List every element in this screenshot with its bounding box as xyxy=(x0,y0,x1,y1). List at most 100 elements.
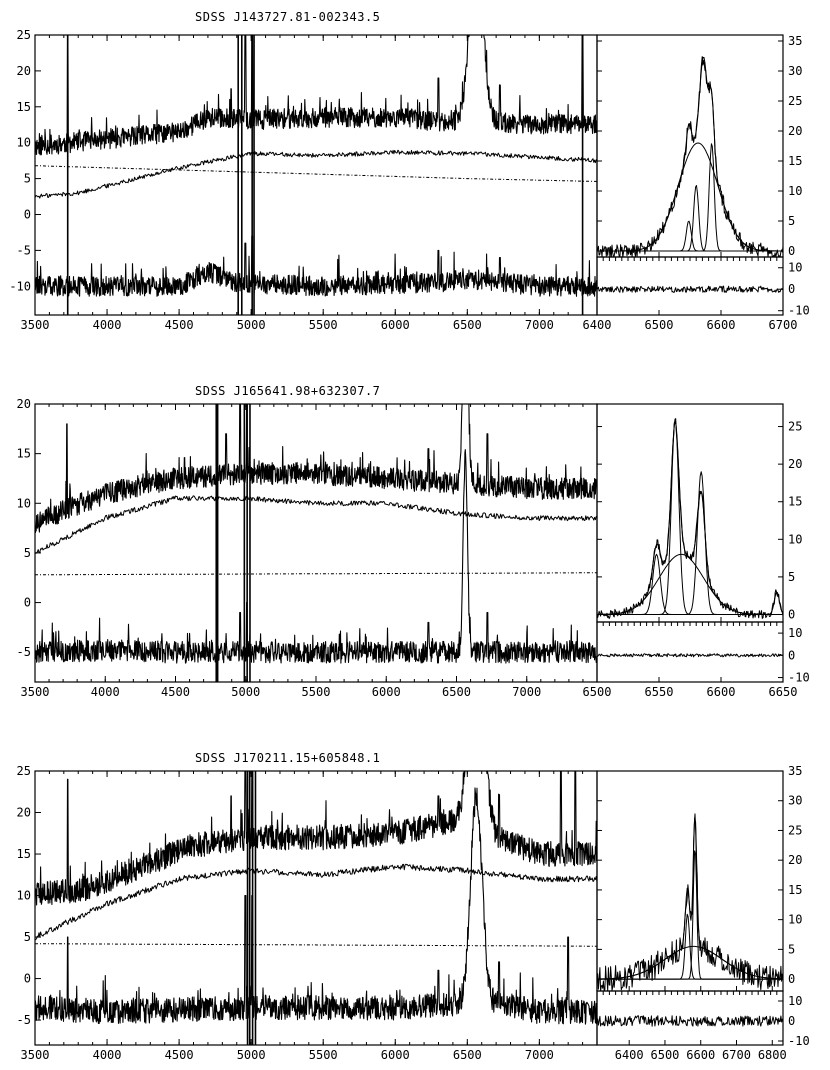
spectrum-power-law-trace xyxy=(35,943,597,947)
residual-y-tick-label: 10 xyxy=(788,261,802,275)
y-tick-label: 10 xyxy=(17,496,31,510)
y-tick-label: 10 xyxy=(17,136,31,150)
inset-residual-trace xyxy=(596,1015,783,1027)
y-tick-label: 5 xyxy=(24,172,31,186)
spectrum-observed-trace xyxy=(35,35,597,156)
inset-y-tick-label: 5 xyxy=(788,942,795,956)
x-tick-label: 3500 xyxy=(21,685,50,699)
fit-narrow-component xyxy=(597,418,783,615)
residual-y-tick-label: 0 xyxy=(788,1014,795,1028)
main-spectrum: 3500 4000 4500 5000 5500 6000 6500 7000 -10 -5 0 5 1… xyxy=(9,28,598,332)
y-tick-label: -10 xyxy=(9,279,31,293)
inset-y-tick-label: 25 xyxy=(788,823,802,837)
inset-y-tick-label: 15 xyxy=(788,883,802,897)
inset-x-tick-label: 6600 xyxy=(707,685,736,699)
inset-y-tick-label: 35 xyxy=(788,34,802,48)
inset-x-tick-label: 6600 xyxy=(686,1048,715,1062)
inset-x-tick-label: 6700 xyxy=(769,318,798,332)
y-tick-label: -5 xyxy=(17,1013,31,1027)
fit-narrow-component xyxy=(597,553,783,615)
main-plot-area xyxy=(35,404,597,682)
inset-y-tick-label: 20 xyxy=(788,457,802,471)
fit-narrow-component xyxy=(597,471,783,615)
main-spectrum: 3500 4000 4500 5000 5500 6000 6500 7000 -5 0 5 10 15… xyxy=(17,764,598,1062)
inset-line-fit: 6400 6500 6600 6700 6800 0 5 10 15 20 25 30 35 -10 0 10 xyxy=(596,764,810,1062)
x-tick-label: 7000 xyxy=(525,1048,554,1062)
fit-narrow-component xyxy=(597,185,783,252)
fit-total-component xyxy=(597,817,784,980)
spectrum-power-law-trace xyxy=(35,165,597,182)
spectrum-stellar-trace xyxy=(35,495,597,554)
inset-residual-frame xyxy=(596,256,784,316)
inset-y-tick-label: 5 xyxy=(788,570,795,584)
y-tick-label: 0 xyxy=(24,972,31,986)
spectrum-observed-trace xyxy=(35,404,597,534)
inset-y-tick-label: 25 xyxy=(788,94,802,108)
residual-y-tick-label: 0 xyxy=(788,648,795,662)
inset-fit-frame xyxy=(596,403,784,623)
x-tick-label: 3500 xyxy=(21,318,50,332)
y-tick-label: 10 xyxy=(17,889,31,903)
y-tick-label: 25 xyxy=(17,28,31,42)
inset-x-tick-label: 6650 xyxy=(769,685,798,699)
fit-total-component xyxy=(597,56,783,252)
fit-narrow-component xyxy=(597,220,783,252)
x-tick-label: 6000 xyxy=(372,685,401,699)
panel-1: SDSS J143727.81-002343.5 3500 4000 4500 500… xyxy=(9,10,809,332)
spectrum-residual-trace xyxy=(35,787,597,1025)
panel-title: SDSS J165641.98+632307.7 xyxy=(195,384,380,398)
residual-y-tick-label: -10 xyxy=(788,1034,810,1048)
inset-y-tick-label: 20 xyxy=(788,124,802,138)
inset-y-tick-label: 30 xyxy=(788,64,802,78)
x-tick-label: 7000 xyxy=(512,685,541,699)
main-plot-frame xyxy=(34,403,598,683)
x-tick-label: 4500 xyxy=(161,685,190,699)
inset-y-tick-label: 35 xyxy=(788,764,802,778)
y-tick-label: -5 xyxy=(17,645,31,659)
y-tick-label: 20 xyxy=(17,397,31,411)
x-tick-label: 5000 xyxy=(237,1048,266,1062)
y-tick-label: 15 xyxy=(17,447,31,461)
inset-line-fit: 6400 6500 6600 6700 0 5 10 15 20 25 30 35 -10 0 10 xyxy=(583,34,810,332)
y-tick-label: 15 xyxy=(17,847,31,861)
inset-data-trace xyxy=(596,813,784,992)
x-tick-label: 5500 xyxy=(309,1048,338,1062)
x-tick-label: 5500 xyxy=(302,685,331,699)
spectrum-stellar-trace xyxy=(35,863,597,941)
inset-residual-trace xyxy=(596,285,784,293)
spectrum-power-law-trace xyxy=(35,572,597,576)
x-tick-label: 7000 xyxy=(525,318,554,332)
x-tick-label: 6000 xyxy=(381,1048,410,1062)
y-tick-label: 25 xyxy=(17,764,31,778)
x-tick-label: 5000 xyxy=(237,318,266,332)
x-tick-label: 6500 xyxy=(442,685,471,699)
residual-y-tick-label: 10 xyxy=(788,994,802,1008)
fit-broad-component xyxy=(597,142,783,252)
panel-2: SDSS J165641.98+632307.7 3500 4000 4500 500… xyxy=(17,384,810,699)
y-tick-label: -5 xyxy=(17,243,31,257)
inset-x-tick-label: 6500 xyxy=(645,318,674,332)
x-tick-label: 5500 xyxy=(309,318,338,332)
inset-y-tick-label: 25 xyxy=(788,420,802,434)
inset-data-trace xyxy=(596,418,784,620)
inset-x-tick-label: 6500 xyxy=(583,685,612,699)
inset-y-tick-label: 0 xyxy=(788,972,795,986)
y-tick-label: 20 xyxy=(17,64,31,78)
spectrum-residual-trace xyxy=(35,449,597,664)
panel-title: SDSS J143727.81-002343.5 xyxy=(195,10,380,24)
inset-y-tick-label: 30 xyxy=(788,794,802,808)
main-spectrum: 3500 4000 4500 5000 5500 6000 6500 7000 -5 0 5 10 15… xyxy=(17,397,598,699)
inset-residual-frame xyxy=(596,621,784,683)
main-plot-area xyxy=(35,35,597,315)
fit-broad-component xyxy=(597,553,783,615)
x-tick-label: 4500 xyxy=(165,318,194,332)
x-tick-label: 3500 xyxy=(21,1048,50,1062)
inset-y-tick-label: 15 xyxy=(788,495,802,509)
panel-3: SDSS J170211.15+605848.1 3500 4000 4500 500… xyxy=(17,751,810,1062)
inset-y-tick-label: 5 xyxy=(788,214,795,228)
inset-y-tick-label: 10 xyxy=(788,913,802,927)
inset-x-tick-label: 6500 xyxy=(651,1048,680,1062)
y-tick-label: 0 xyxy=(24,596,31,610)
x-tick-label: 6500 xyxy=(453,318,482,332)
